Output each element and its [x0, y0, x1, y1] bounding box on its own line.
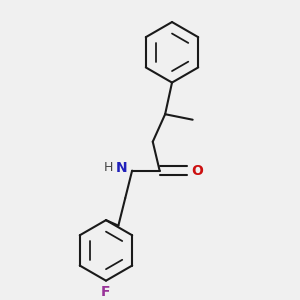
- Text: O: O: [192, 164, 203, 178]
- Text: H: H: [104, 161, 113, 174]
- Text: F: F: [101, 285, 111, 299]
- Text: N: N: [115, 161, 127, 175]
